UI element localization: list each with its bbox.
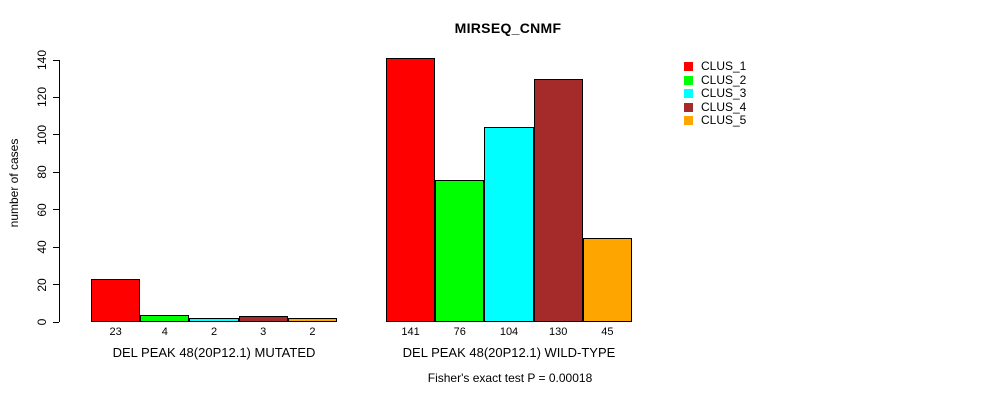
- bar-CLUS_5-group1: [287, 318, 337, 322]
- y-axis-label: number of cases: [7, 138, 21, 228]
- legend-label: CLUS_5: [701, 113, 747, 127]
- legend-item-CLUS_4: CLUS_4: [684, 99, 747, 114]
- bar-CLUS_3-group1: [189, 318, 239, 322]
- legend-label: CLUS_2: [701, 72, 747, 87]
- bar-value-label: 104: [499, 326, 519, 338]
- bar-value-label: 76: [453, 326, 466, 338]
- bar-value-label: 3: [260, 326, 267, 338]
- bar-value-label: 2: [210, 326, 218, 338]
- legend-item-CLUS_2: CLUS_2: [684, 72, 747, 87]
- legend-swatch-icon: [684, 75, 693, 85]
- y-tick: [53, 246, 59, 248]
- legend-item-CLUS_5: CLUS_5: [684, 113, 747, 127]
- legend-item-CLUS_1: CLUS_1: [684, 59, 747, 73]
- bar-CLUS_4-group2: [533, 78, 583, 322]
- y-tick-label: 120: [35, 87, 49, 108]
- y-tick: [53, 134, 59, 136]
- chart-title: MIRSEQ_CNMF: [454, 20, 562, 36]
- legend-swatch-icon: [684, 62, 693, 71]
- y-tick-label: 40: [35, 240, 49, 254]
- y-tick: [53, 321, 59, 323]
- bar-CLUS_1-group2: [386, 58, 436, 322]
- bar-value-label: 4: [161, 326, 168, 338]
- legend: CLUS_1 CLUS_2 CLUS_3 CLUS_4 CLUS_5: [684, 59, 747, 127]
- bar-CLUS_1-group1: [91, 278, 141, 322]
- fisher-test-annotation: Fisher's exact test P = 0.00018: [427, 371, 593, 385]
- legend-swatch-icon: [684, 116, 693, 125]
- y-tick-label: 60: [35, 203, 49, 217]
- bar-value-label: 23: [109, 326, 122, 338]
- y-tick: [53, 209, 59, 211]
- legend-swatch-icon: [684, 102, 693, 112]
- y-tick-label: 140: [35, 50, 49, 71]
- bar-CLUS_4-group1: [238, 316, 288, 322]
- bar-CLUS_2-group2: [435, 179, 485, 322]
- bar-value-label: 130: [549, 326, 568, 338]
- bar-CLUS_2-group1: [140, 314, 190, 322]
- legend-label: CLUS_1: [701, 59, 747, 73]
- y-tick-label: 20: [35, 277, 49, 292]
- y-tick: [53, 284, 59, 286]
- group-label-mutated: DEL PEAK 48(20P12.1) MUTATED: [112, 345, 316, 360]
- legend-item-CLUS_3: CLUS_3: [684, 86, 747, 100]
- y-tick-label: 80: [35, 165, 49, 179]
- legend-label: CLUS_4: [701, 99, 747, 114]
- bar-value-label: 141: [401, 326, 420, 338]
- y-tick-label: 100: [35, 124, 49, 145]
- legend-swatch-icon: [684, 89, 693, 98]
- bar-value-label: 2: [309, 326, 316, 338]
- y-tick: [53, 59, 59, 61]
- y-tick: [53, 171, 59, 173]
- legend-label: CLUS_3: [701, 86, 747, 100]
- y-tick-label: 0: [35, 318, 49, 326]
- bar-CLUS_5-group2: [582, 237, 632, 322]
- bar-CLUS_3-group2: [484, 127, 534, 322]
- group-label-wildtype: DEL PEAK 48(20P12.1) WILD-TYPE: [402, 345, 616, 360]
- y-axis-line: [59, 60, 60, 322]
- bar-value-label: 45: [601, 326, 614, 338]
- y-tick: [53, 96, 59, 98]
